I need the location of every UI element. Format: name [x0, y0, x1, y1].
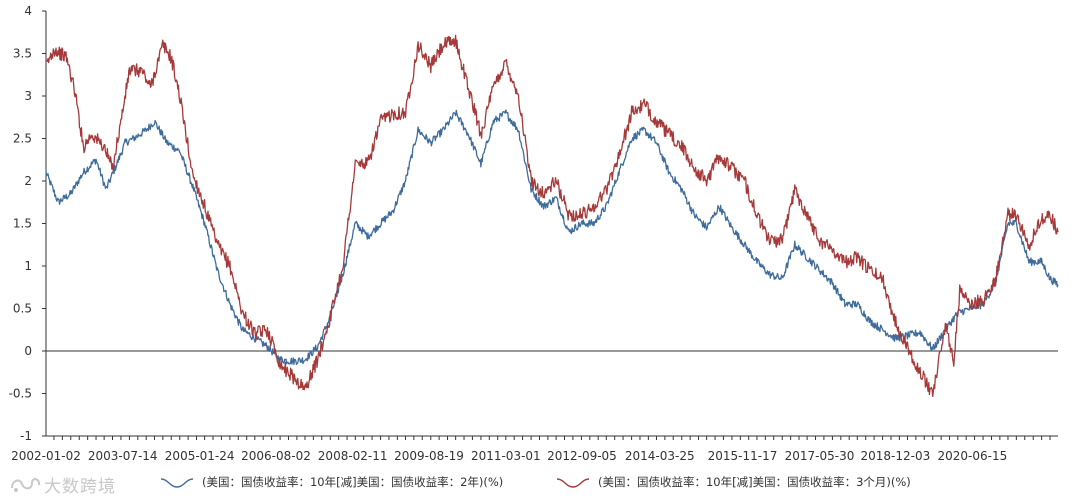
series-line-10y-minus-2y [45, 109, 1059, 366]
legend-item-series-2[interactable]: (美国：国债收益率：10年[减]美国：国债收益率：3个月)(%) [556, 474, 911, 490]
chart-canvas: -1 -0.5 0 0.5 1 1.5 2 2.5 3 3.5 4 2002-01-02 2003-0… [9, 4, 1059, 463]
x-tick-label: 2018-12-03 [861, 449, 931, 463]
x-tick-label: 2014-03-25 [625, 449, 695, 463]
series-layer [45, 34, 1059, 398]
y-tick-label: 4 [24, 4, 32, 18]
legend-swatch-series-2 [556, 478, 590, 488]
watermark-text: 大数跨境 [44, 477, 116, 497]
y-tick-label: 2 [24, 174, 32, 188]
x-tick-label: 2005-01-24 [165, 449, 235, 463]
y-tick-label: 0.5 [13, 302, 32, 316]
x-tick-label: 2002-01-02 [11, 449, 81, 463]
y-axis-ticks: -1 -0.5 0 0.5 1 1.5 2 2.5 3 3.5 4 [9, 4, 46, 443]
x-tick-label: 2012-09-05 [547, 449, 617, 463]
legend-item-series-1[interactable]: (美国：国债收益率：10年[减]美国：国债收益率：2年)(%) [160, 474, 503, 490]
y-tick-label: 1.5 [13, 217, 32, 231]
y-tick-label: -0.5 [9, 387, 32, 401]
x-tick-label: 2006-08-02 [241, 449, 311, 463]
x-tick-label: 2009-08-19 [394, 449, 464, 463]
series-line-10y-minus-3m [45, 34, 1059, 398]
y-tick-label: 2.5 [13, 132, 32, 146]
watermark: 大数跨境 [8, 472, 116, 497]
x-tick-label: 2017-05-30 [785, 449, 855, 463]
x-tick-label: 2020-06-15 [937, 449, 1007, 463]
y-tick-label: -1 [20, 429, 32, 443]
legend-swatch-series-1 [160, 478, 194, 488]
x-tick-label: 2015-11-17 [708, 449, 778, 463]
x-tick-label: 2008-02-11 [318, 449, 388, 463]
y-tick-label: 3.5 [13, 47, 32, 61]
legend: (美国：国债收益率：10年[减]美国：国债收益率：2年)(%) (美国：国债收益… [0, 470, 1080, 498]
y-tick-label: 3 [24, 89, 32, 103]
y-tick-label: 0 [24, 344, 32, 358]
legend-label-series-1: (美国：国债收益率：10年[减]美国：国债收益率：2年)(%) [202, 475, 504, 489]
x-tick-label: 2011-03-01 [471, 449, 541, 463]
watermark-logo-icon [11, 477, 41, 492]
x-axis-ticks: 2002-01-02 2003-07-14 2005-01-24 2006-08-02… [11, 436, 1051, 463]
y-tick-label: 1 [24, 259, 32, 273]
legend-label-series-2: (美国：国债收益率：10年[减]美国：国债收益率：3个月)(%) [598, 475, 911, 489]
x-tick-label: 2003-07-14 [88, 449, 158, 463]
